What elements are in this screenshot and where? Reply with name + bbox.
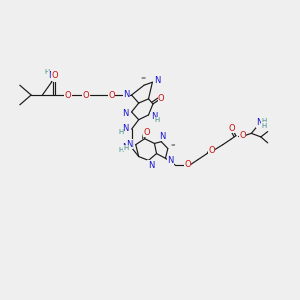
Text: O: O xyxy=(52,71,58,80)
Text: O: O xyxy=(239,131,246,140)
Text: O: O xyxy=(65,91,71,100)
Text: N: N xyxy=(122,109,129,118)
Text: =: = xyxy=(140,76,145,81)
Text: H: H xyxy=(118,147,124,153)
Text: N: N xyxy=(159,132,166,141)
Text: N: N xyxy=(123,90,129,99)
Text: N: N xyxy=(122,142,128,152)
Text: H: H xyxy=(261,123,266,129)
Text: N: N xyxy=(122,124,128,133)
Text: O: O xyxy=(108,91,115,100)
Text: N: N xyxy=(256,118,263,127)
Text: N: N xyxy=(151,112,157,121)
Text: O: O xyxy=(208,146,215,154)
Text: N: N xyxy=(154,76,160,85)
Text: O: O xyxy=(158,94,165,103)
Text: O: O xyxy=(82,91,89,100)
Text: O: O xyxy=(184,160,191,169)
Text: N: N xyxy=(148,161,154,170)
Text: H: H xyxy=(123,145,128,151)
Text: H: H xyxy=(118,129,124,135)
Text: H: H xyxy=(155,117,160,123)
Text: H: H xyxy=(53,76,58,82)
Text: O: O xyxy=(143,128,150,137)
Text: H: H xyxy=(44,69,49,75)
Text: =: = xyxy=(171,143,175,148)
Text: H: H xyxy=(261,118,266,124)
Text: N: N xyxy=(48,71,55,80)
Text: O: O xyxy=(228,124,235,133)
Text: N: N xyxy=(168,156,174,165)
Text: N: N xyxy=(126,140,132,148)
